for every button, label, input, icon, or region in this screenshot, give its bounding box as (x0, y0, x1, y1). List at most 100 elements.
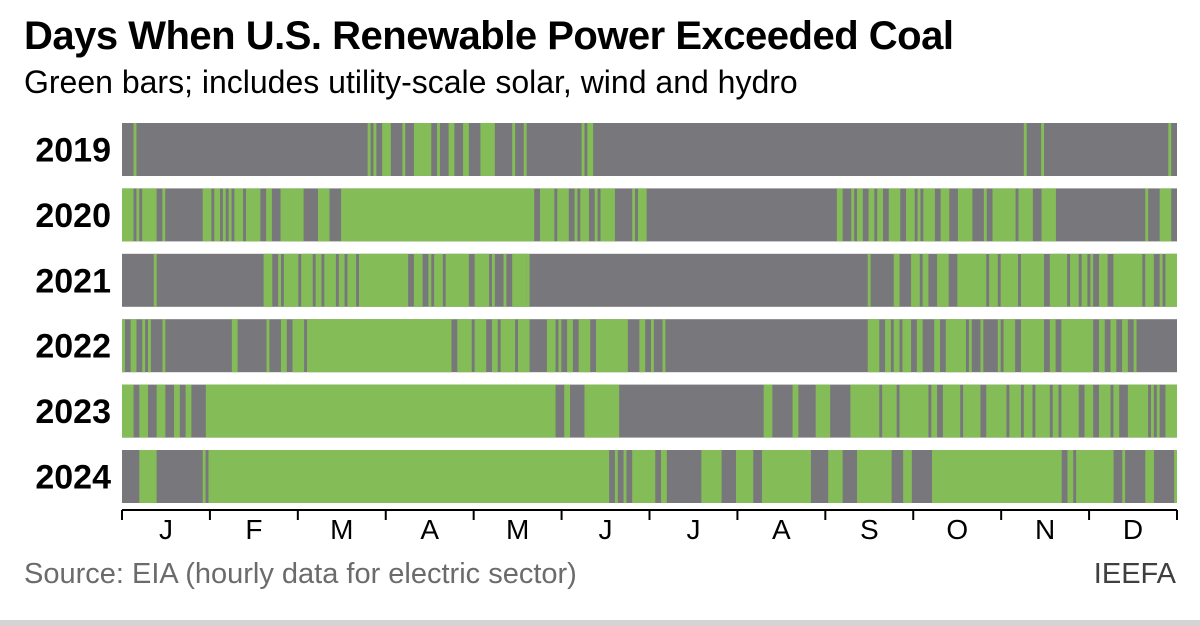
renewable-day-bar (557, 188, 569, 242)
renewable-day-bar (1018, 188, 1033, 242)
renewable-day-bar (1159, 253, 1163, 307)
renewable-day-bar (942, 384, 961, 438)
renewable-day-bar (1133, 319, 1137, 373)
renewable-day-bar (885, 319, 891, 373)
renewable-day-bar (280, 188, 304, 242)
renewable-day-bar (491, 319, 498, 373)
renewable-day-bar (902, 319, 912, 373)
renewable-day-bar (1081, 253, 1088, 307)
renewable-day-bar (574, 188, 578, 242)
renewable-day-bar (662, 319, 666, 373)
year-row-2024 (122, 450, 1177, 503)
renewable-day-bar (130, 319, 137, 373)
renewable-day-bar (763, 384, 773, 438)
renewable-day-bar (1165, 384, 1177, 438)
renewable-day-bar (1122, 319, 1128, 373)
renewable-day-bar (578, 319, 591, 373)
month-tick-label: S (860, 514, 879, 545)
renewable-day-bar (338, 253, 345, 307)
renewable-day-bar (877, 188, 883, 242)
month-tick-label: M (330, 514, 353, 545)
year-label: 2024 (35, 459, 111, 497)
renewable-day-bar (512, 253, 527, 307)
renewable-day-bar (735, 450, 754, 503)
renewable-day-bar (318, 188, 330, 242)
renewable-day-bar (945, 319, 966, 373)
renewable-day-bar (992, 188, 1016, 242)
renewable-day-bar (122, 319, 125, 373)
renewable-day-bar (136, 188, 140, 242)
renewable-day-bar (280, 319, 287, 373)
renewable-day-bar (857, 188, 863, 242)
renewable-day-bar (986, 384, 1007, 438)
year-row-2019 (122, 123, 1177, 176)
renewable-day-bar (1052, 384, 1059, 438)
renewable-day-bar (185, 384, 192, 438)
renewable-day-bar (917, 188, 921, 242)
renewable-day-bar (539, 188, 555, 242)
renewable-day-bar (815, 384, 831, 438)
renewable-day-bar (957, 253, 987, 307)
renewable-day-bar (828, 450, 843, 503)
renewable-day-bar (792, 384, 799, 438)
source-note: Source: EIA (hourly data for electric se… (24, 558, 577, 590)
year-label: 2019 (35, 132, 111, 170)
renewable-day-bar (1145, 253, 1154, 307)
renewable-day-bar (234, 188, 244, 242)
renewable-day-bar (208, 450, 610, 503)
renewable-day-bar (1098, 253, 1108, 307)
renewable-day-bar (306, 319, 452, 373)
renewable-day-bar (1020, 319, 1045, 373)
renewable-day-bar (278, 253, 281, 307)
renewable-day-bar (893, 253, 900, 307)
renewable-day-bar (205, 384, 556, 438)
renewable-day-bar (413, 253, 423, 307)
renewable-day-bar (931, 384, 938, 438)
renewable-day-bar (1159, 188, 1172, 242)
renewable-day-bar (1061, 319, 1094, 373)
renewable-day-bar (523, 123, 527, 176)
renewable-day-bar (1165, 253, 1177, 307)
renewable-day-bar (594, 188, 598, 242)
renewable-day-bar (526, 253, 530, 307)
renewable-day-bar (139, 384, 149, 438)
renewable-day-bar (202, 450, 206, 503)
renewable-day-bar (266, 319, 270, 373)
renewable-day-bar (916, 319, 923, 373)
row-background (122, 319, 1177, 373)
heatmap-rows (122, 123, 1177, 503)
renewable-day-bar (214, 188, 221, 242)
renewable-day-bar (922, 253, 929, 307)
renewable-day-bar (857, 450, 892, 503)
renewable-day-bar (1145, 450, 1154, 503)
year-row-2023 (122, 384, 1177, 438)
renewable-day-bar (474, 319, 487, 373)
renewable-day-bar (701, 450, 722, 503)
renewable-day-bar (1023, 123, 1027, 176)
renewable-day-bar (851, 188, 855, 242)
month-tick-label: J (159, 514, 173, 545)
renewable-day-bar (315, 253, 322, 307)
renewable-day-bar (1070, 253, 1079, 307)
renewable-day-bar (893, 319, 900, 373)
renewable-day-bar (906, 188, 915, 242)
renewable-day-bar (1168, 123, 1172, 176)
renewable-day-bar (491, 253, 495, 307)
renewable-day-bar (937, 253, 949, 307)
month-tick-label: D (1123, 514, 1143, 545)
year-row-2021 (122, 253, 1177, 307)
renewable-day-bar (463, 123, 469, 176)
renewable-day-bar (596, 319, 628, 373)
year-row-2020 (122, 188, 1177, 242)
renewable-day-bar (546, 319, 556, 373)
renewable-day-bar (1113, 384, 1120, 438)
renewable-day-bar (500, 319, 516, 373)
renewable-day-bar (983, 188, 987, 242)
renewable-day-bar (632, 450, 656, 503)
renewable-day-bar (1090, 253, 1094, 307)
month-tick-label: A (420, 514, 439, 545)
renewable-day-bar (1020, 253, 1045, 307)
renewable-day-bar (923, 188, 935, 242)
